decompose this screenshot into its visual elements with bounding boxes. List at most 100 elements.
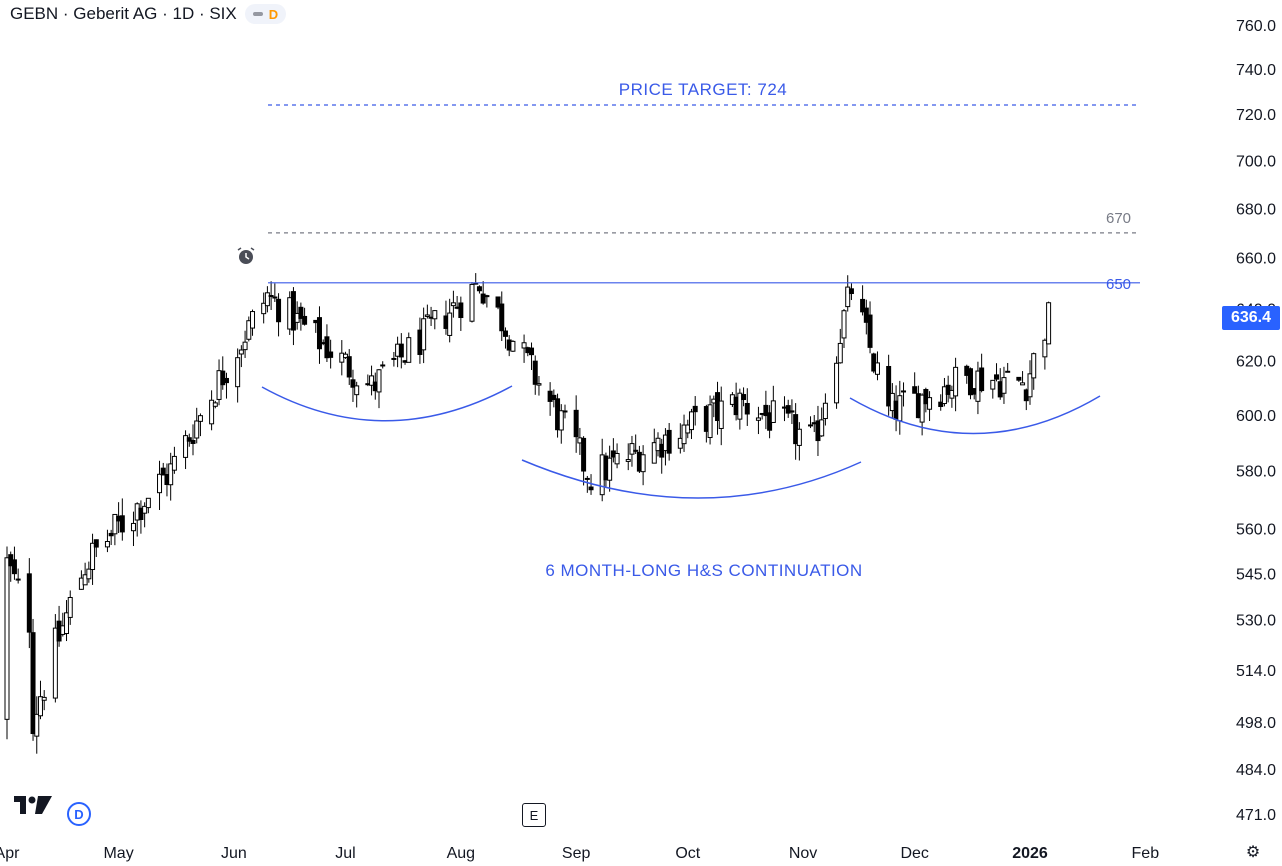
- candle-body: [67, 596, 73, 618]
- candle-body: [424, 314, 430, 317]
- candle: [837, 328, 843, 364]
- candle: [588, 474, 594, 495]
- dividend-badge[interactable]: D: [67, 802, 91, 826]
- candle-body: [979, 367, 985, 392]
- candle: [112, 513, 118, 546]
- candle: [897, 380, 903, 435]
- candle-body: [183, 435, 189, 458]
- candle: [901, 382, 907, 407]
- candle: [692, 396, 698, 426]
- candle: [160, 462, 166, 476]
- candle: [86, 561, 92, 583]
- candle-body: [458, 302, 464, 319]
- candle: [938, 394, 944, 411]
- candle: [369, 365, 375, 396]
- candle: [183, 430, 189, 470]
- tradingview-logo-icon[interactable]: [14, 796, 52, 820]
- candle: [551, 389, 557, 408]
- candle-body: [796, 428, 802, 446]
- candle: [919, 393, 925, 436]
- candle: [424, 304, 430, 319]
- candle: [629, 435, 635, 467]
- candle: [238, 345, 244, 368]
- candle: [376, 369, 382, 409]
- candle: [142, 502, 148, 528]
- candle: [15, 568, 21, 584]
- candle: [1031, 352, 1037, 390]
- candle-body: [276, 298, 282, 323]
- candle: [994, 363, 1000, 382]
- market-status-pill[interactable]: D: [244, 4, 287, 24]
- candle-body: [581, 437, 587, 472]
- status-dash-icon: [252, 12, 263, 16]
- candle-body: [346, 356, 352, 378]
- chart-header: GEBN · Geberit AG · 1D · SIX D: [10, 4, 287, 24]
- symbol-title[interactable]: GEBN · Geberit AG · 1D · SIX: [10, 4, 237, 23]
- candle-body: [52, 627, 58, 699]
- candle-body: [841, 310, 847, 339]
- candle: [343, 351, 349, 359]
- candle: [912, 372, 918, 394]
- candle: [64, 600, 70, 642]
- candle-body: [551, 394, 557, 401]
- y-tick-label: 484.0: [1236, 762, 1276, 779]
- candle-body: [238, 349, 244, 355]
- candle-body: [37, 696, 43, 717]
- candle: [469, 282, 475, 323]
- candle: [510, 340, 516, 352]
- candle-body: [391, 357, 397, 360]
- candle-body: [186, 437, 192, 442]
- candle: [848, 283, 854, 301]
- candle-body: [901, 390, 907, 393]
- candle: [145, 497, 151, 514]
- candle-body: [633, 449, 639, 452]
- candle: [235, 348, 241, 403]
- candle-body: [874, 362, 880, 375]
- candle: [651, 428, 657, 464]
- candle: [171, 446, 177, 474]
- candle: [845, 275, 851, 312]
- candle-body: [834, 362, 840, 404]
- candle: [223, 372, 229, 399]
- x-tick-label: Feb: [1132, 845, 1160, 862]
- candle: [250, 309, 256, 336]
- candle: [581, 436, 587, 486]
- candle-body: [242, 341, 248, 351]
- candle: [607, 445, 613, 492]
- candle-body: [302, 315, 308, 325]
- candle: [324, 324, 330, 363]
- candle: [1020, 371, 1026, 386]
- candle-body: [495, 296, 501, 308]
- x-axis: Apr May Jun Jul Aug Sep Oct Nov Dec 2026 Feb: [0, 845, 1159, 862]
- candle-body: [272, 296, 278, 299]
- candle: [1042, 338, 1048, 370]
- candle-body: [994, 374, 1000, 380]
- candle-body: [194, 420, 200, 439]
- candle-body: [223, 377, 229, 384]
- candle: [212, 400, 218, 409]
- candle-body: [380, 364, 386, 367]
- earnings-badge[interactable]: E: [522, 803, 546, 827]
- candle-body: [640, 454, 646, 473]
- candle-body: [912, 386, 918, 394]
- candle-body: [112, 513, 118, 535]
- y-tick-label: 514.0: [1236, 663, 1276, 680]
- candlestick-series: [4, 273, 1052, 754]
- settings-gear-icon[interactable]: ⚙: [1245, 844, 1261, 861]
- candle: [108, 529, 114, 545]
- candle-body: [629, 443, 635, 455]
- candle: [990, 379, 996, 399]
- candle: [119, 498, 125, 541]
- candle: [529, 342, 535, 371]
- candle-body: [30, 632, 36, 735]
- candle-body: [1020, 382, 1026, 386]
- candle-body: [1027, 373, 1033, 398]
- candle: [194, 407, 200, 444]
- candle-body: [1016, 376, 1022, 381]
- candle-body: [104, 541, 110, 548]
- alarm-clock-icon[interactable]: [237, 247, 255, 264]
- candle-body: [1042, 339, 1048, 358]
- candle: [666, 422, 672, 461]
- x-tick-label: Apr: [0, 845, 20, 862]
